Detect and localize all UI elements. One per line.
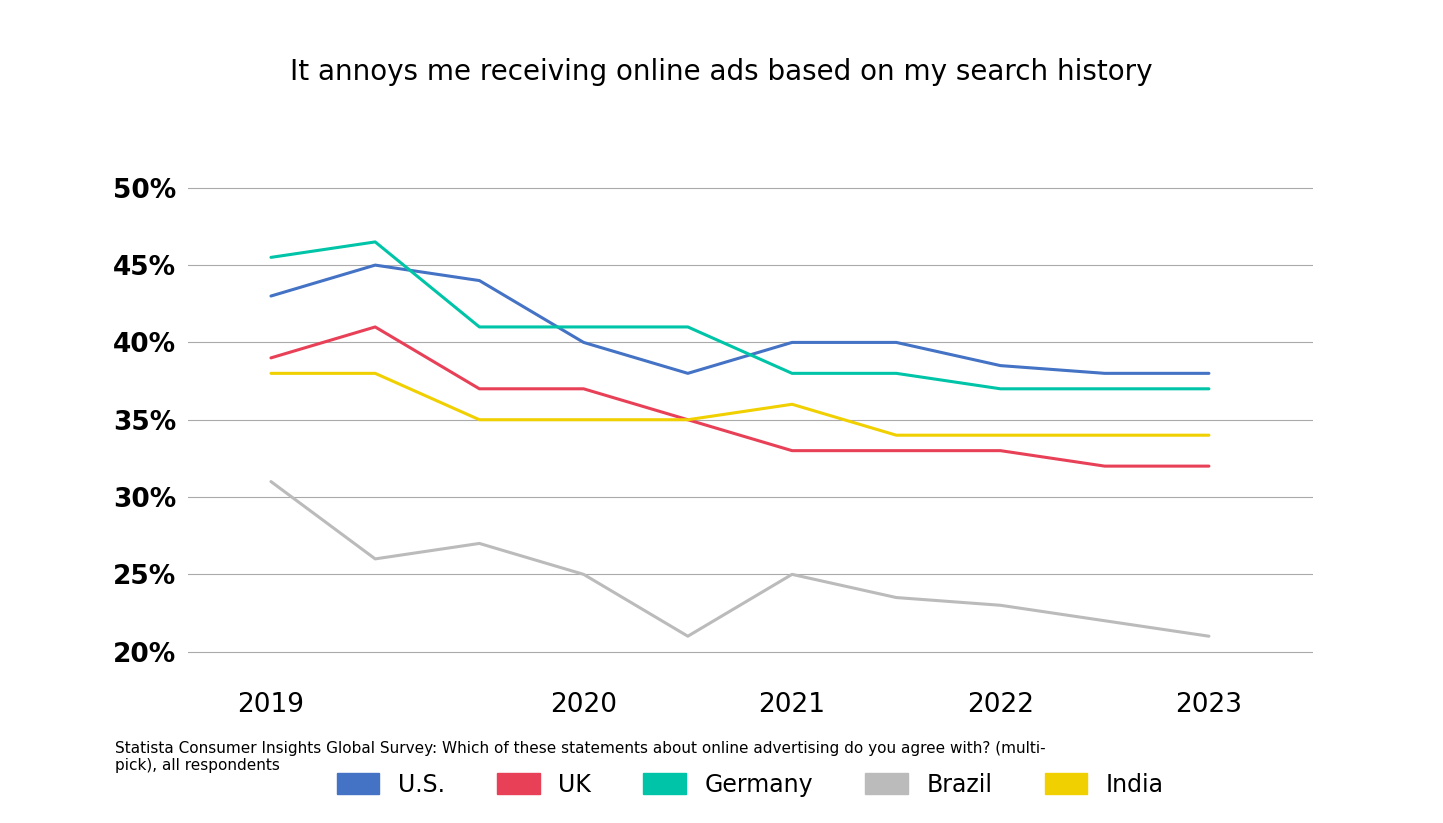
Legend: U.S., UK, Germany, Brazil, India: U.S., UK, Germany, Brazil, India xyxy=(328,763,1173,806)
Text: It annoys me receiving online ads based on my search history: It annoys me receiving online ads based … xyxy=(290,58,1153,86)
Text: Statista Consumer Insights Global Survey: Which of these statements about online: Statista Consumer Insights Global Survey… xyxy=(115,741,1046,773)
